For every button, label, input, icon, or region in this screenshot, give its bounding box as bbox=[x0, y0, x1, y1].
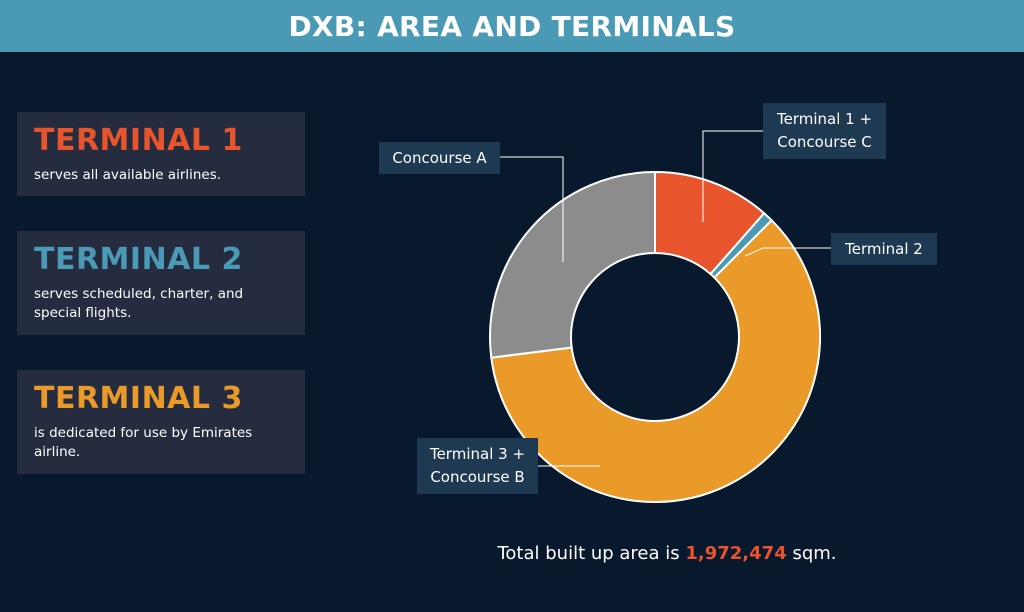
total-area-prefix: Total built up area is bbox=[497, 543, 686, 564]
chart-label-terminal-2: Terminal 2 bbox=[831, 233, 937, 265]
donut-slice-concourse-a bbox=[489, 170, 656, 359]
leader-line-concourse-a bbox=[500, 156, 564, 262]
chart-label-terminal-1: Terminal 1 + Concourse C bbox=[763, 103, 886, 159]
donut-slice-terminal-3-concourse-b bbox=[490, 218, 821, 503]
chart-label-terminal-1-line-1: Terminal 1 + bbox=[776, 110, 873, 128]
label-leader-lines bbox=[500, 130, 831, 467]
total-area-note: Total built up area is 1,972,474 sqm. bbox=[400, 541, 934, 567]
chart-label-terminal-3: Terminal 3 + Concourse B bbox=[417, 438, 538, 494]
leader-line-terminal-2 bbox=[744, 247, 831, 257]
terminal-3-card: TERMINAL 3 is dedicated for use by Emira… bbox=[17, 370, 305, 474]
terminal-2-description: serves scheduled, charter, and special f… bbox=[34, 286, 244, 321]
terminal-2-title: TERMINAL 2 bbox=[34, 242, 243, 277]
terminal-1-card: TERMINAL 1 serves all available airlines… bbox=[17, 112, 305, 196]
terminal-1-title: TERMINAL 1 bbox=[34, 123, 243, 158]
terminal-3-title: TERMINAL 3 bbox=[34, 381, 243, 416]
chart-label-terminal-3-line-1: Terminal 3 + bbox=[429, 445, 526, 463]
terminal-1-description: serves all available airlines. bbox=[34, 167, 222, 183]
chart-label-terminal-1-line-2: Concourse C bbox=[777, 133, 872, 151]
page-title: DXB: AREA AND TERMINALS bbox=[288, 10, 736, 43]
donut-slices bbox=[489, 170, 821, 503]
total-area-suffix: sqm. bbox=[786, 543, 837, 564]
page-header: DXB: AREA AND TERMINALS bbox=[0, 0, 1024, 54]
chart-label-concourse-a: Concourse A bbox=[379, 142, 500, 174]
terminal-3-description: is dedicated for use by Emirates airline… bbox=[34, 425, 253, 460]
total-area-value: 1,972,474 bbox=[685, 543, 787, 564]
terminal-2-card: TERMINAL 2 serves scheduled, charter, an… bbox=[17, 231, 305, 335]
leader-line-terminal-1 bbox=[702, 130, 763, 222]
chart-label-terminal-3-line-2: Concourse B bbox=[430, 468, 525, 486]
chart-label-terminal-2-text: Terminal 2 bbox=[845, 240, 923, 258]
chart-label-concourse-a-text: Concourse A bbox=[392, 149, 487, 167]
